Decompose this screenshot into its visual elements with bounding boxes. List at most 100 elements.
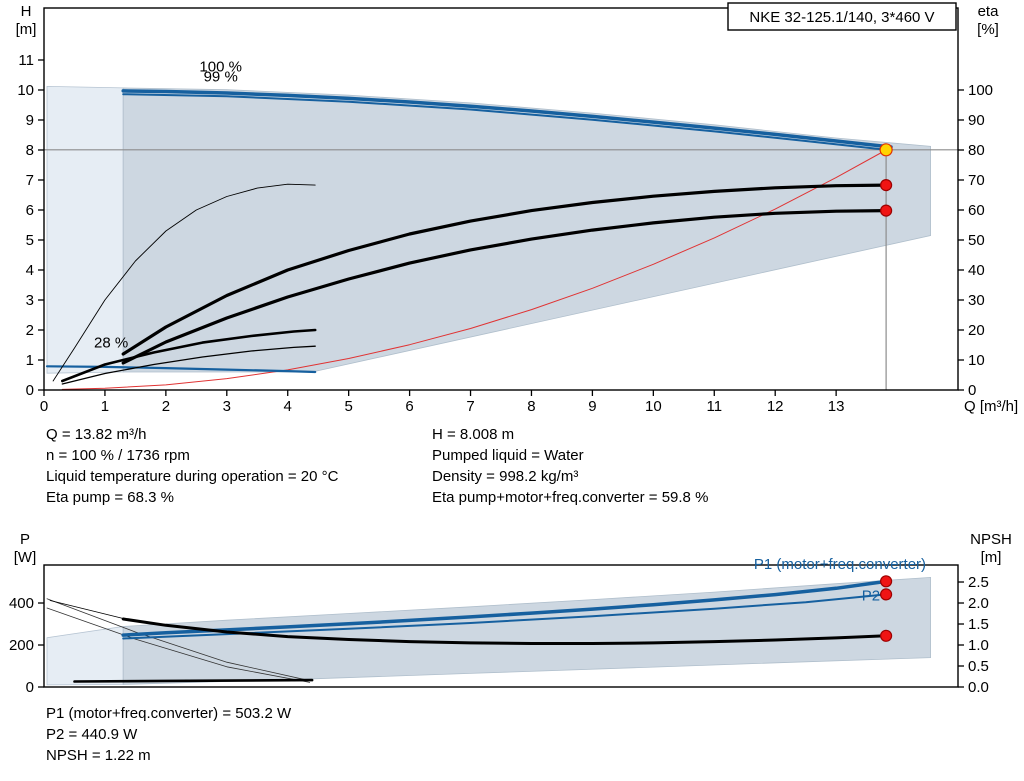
y-left-tick-label: 1 bbox=[26, 352, 34, 369]
duty-point-marker[interactable] bbox=[879, 143, 893, 157]
x-tick-label: 3 bbox=[223, 398, 231, 415]
p1-curve bbox=[121, 579, 888, 637]
y-right-tick-label: 0.5 bbox=[968, 658, 989, 675]
y-left-tick-label: 11 bbox=[18, 52, 34, 69]
x-tick-label: 0 bbox=[40, 398, 48, 415]
y-right-tick-label: 40 bbox=[968, 262, 985, 279]
npsh-curve bbox=[121, 617, 888, 645]
x-tick-label: 7 bbox=[466, 398, 474, 415]
y-left-axis-label: [m] bbox=[16, 21, 37, 38]
duty-head-text: H = 8.008 m bbox=[432, 426, 515, 443]
p-28pct-line bbox=[73, 678, 314, 683]
pump-curve-duty-speed bbox=[122, 93, 888, 151]
p2-result-text: P2 = 440.9 W bbox=[46, 726, 138, 743]
y-left-tick-label: 7 bbox=[26, 172, 34, 189]
duty-conditions-left: Q = 13.82 m³/h n = 100 % / 1736 rpm Liqu… bbox=[46, 424, 338, 508]
low-flow-region-power bbox=[46, 626, 124, 686]
chart-title: NKE 32-125.1/140, 3*460 V bbox=[749, 9, 934, 26]
y-right-tick-label: 1.0 bbox=[968, 637, 989, 654]
p2-curve-label: P2 bbox=[862, 587, 880, 604]
power-results: P1 (motor+freq.converter) = 503.2 W P2 =… bbox=[46, 703, 291, 766]
qh-eta-chart: 0 1 2 3 4 5 6 7 8 9 10 11 12 130123456789101101020304… bbox=[16, 2, 1018, 415]
p1-marker bbox=[879, 575, 893, 588]
x-tick-label: 1 bbox=[101, 398, 109, 415]
y-left-tick-label: 2 bbox=[26, 322, 34, 339]
y-left-tick-label: 400 bbox=[9, 595, 34, 612]
y-right-tick-label: 1.5 bbox=[968, 616, 989, 633]
y-right-tick-label: 0 bbox=[968, 382, 976, 399]
x-tick-label: 11 bbox=[706, 398, 722, 415]
y-right-tick-label: 30 bbox=[968, 292, 985, 309]
operating-range-envelope bbox=[122, 87, 931, 373]
p2-marker bbox=[879, 588, 893, 601]
y-left-tick-label: 5 bbox=[26, 232, 34, 249]
y-right-axis-label: eta bbox=[978, 3, 1000, 20]
x-tick-label: 2 bbox=[162, 398, 170, 415]
x-axis-label: Q [m³/h] bbox=[964, 398, 1018, 415]
plot-frame bbox=[43, 7, 959, 391]
npsh-result-text: NPSH = 1.22 m bbox=[46, 747, 151, 764]
eta-pump-motor-curve bbox=[121, 209, 888, 365]
eta-pump-marker bbox=[879, 179, 893, 192]
y-left-tick-label: 200 bbox=[9, 637, 34, 654]
x-tick-label: 10 bbox=[645, 398, 662, 415]
x-tick-label: 4 bbox=[284, 398, 292, 415]
aux-speed-line-a bbox=[46, 598, 311, 682]
y-right-tick-label: 2.0 bbox=[968, 595, 989, 612]
y-left-tick-label: 10 bbox=[17, 82, 34, 99]
x-tick-label: 12 bbox=[767, 398, 784, 415]
x-tick-label: 8 bbox=[527, 398, 535, 415]
y-right-tick-label: 90 bbox=[968, 112, 985, 129]
eta-curve-small bbox=[52, 183, 316, 382]
p1-curve-label: P1 (motor+freq.converter) bbox=[754, 556, 926, 573]
y-left-tick-label: 8 bbox=[26, 142, 34, 159]
npsh-marker bbox=[879, 629, 893, 642]
eta-28pct-total bbox=[61, 345, 316, 385]
y-left-tick-label: 3 bbox=[26, 292, 34, 309]
y-left-axis-label: P bbox=[20, 531, 30, 548]
eta-28pct-pump bbox=[61, 328, 317, 383]
x-tick-label: 5 bbox=[344, 398, 352, 415]
y-right-tick-label: 50 bbox=[968, 232, 985, 249]
npsh-curve-thin bbox=[49, 600, 124, 619]
p1-result-text: P1 (motor+freq.converter) = 503.2 W bbox=[46, 705, 292, 722]
y-right-tick-label: 70 bbox=[968, 172, 985, 189]
y-right-tick-label: 20 bbox=[968, 322, 985, 339]
eta-pump-text: Eta pump = 68.3 % bbox=[46, 489, 174, 506]
y-right-tick-label: 80 bbox=[968, 142, 985, 159]
y-left-tick-label: 4 bbox=[26, 262, 34, 279]
pump-curve-28pct bbox=[45, 365, 317, 374]
plot-frame bbox=[43, 564, 959, 688]
speed-label-100: 100 % bbox=[199, 58, 242, 75]
y-left-axis-label: H bbox=[21, 3, 32, 20]
y-left-tick-label: 0 bbox=[26, 382, 34, 399]
speed-label-99: 99 % bbox=[204, 69, 238, 86]
eta-total-text: Eta pump+motor+freq.converter = 59.8 % bbox=[432, 489, 709, 506]
y-right-tick-label: 10 bbox=[968, 352, 985, 369]
y-right-tick-label: 60 bbox=[968, 202, 985, 219]
y-right-tick-label: 100 bbox=[968, 82, 993, 99]
pump-curve-100pct bbox=[121, 89, 893, 149]
y-left-axis-label: [W] bbox=[14, 549, 37, 566]
chart-title-box bbox=[727, 2, 957, 31]
aux-speed-line-b bbox=[46, 607, 311, 683]
low-flow-region bbox=[46, 85, 124, 374]
eta-total-marker bbox=[879, 204, 893, 217]
liquid-temperature-text: Liquid temperature during operation = 20… bbox=[46, 468, 339, 485]
duty-speed-text: n = 100 % / 1736 rpm bbox=[46, 447, 190, 464]
x-tick-label: 9 bbox=[588, 398, 596, 415]
y-right-tick-label: 2.5 bbox=[968, 574, 989, 591]
x-tick-label: 13 bbox=[828, 398, 845, 415]
y-right-axis-label: NPSH bbox=[970, 531, 1012, 548]
duty-conditions-right: H = 8.008 m Pumped liquid = Water Densit… bbox=[432, 424, 708, 508]
y-right-tick-label: 0.0 bbox=[968, 679, 989, 696]
pumped-liquid-text: Pumped liquid = Water bbox=[432, 447, 584, 464]
y-left-tick-label: 6 bbox=[26, 202, 34, 219]
power-npsh-chart: 0 200 400 0.0 0.5 1.0 1.5 2.0 2.5 P1 (motor+freq.… bbox=[9, 531, 1012, 696]
y-right-axis-label: [%] bbox=[977, 21, 999, 38]
power-envelope bbox=[122, 576, 931, 685]
density-text: Density = 998.2 kg/m³ bbox=[432, 468, 579, 485]
x-tick-label: 6 bbox=[405, 398, 413, 415]
y-left-tick-label: 9 bbox=[26, 112, 34, 129]
